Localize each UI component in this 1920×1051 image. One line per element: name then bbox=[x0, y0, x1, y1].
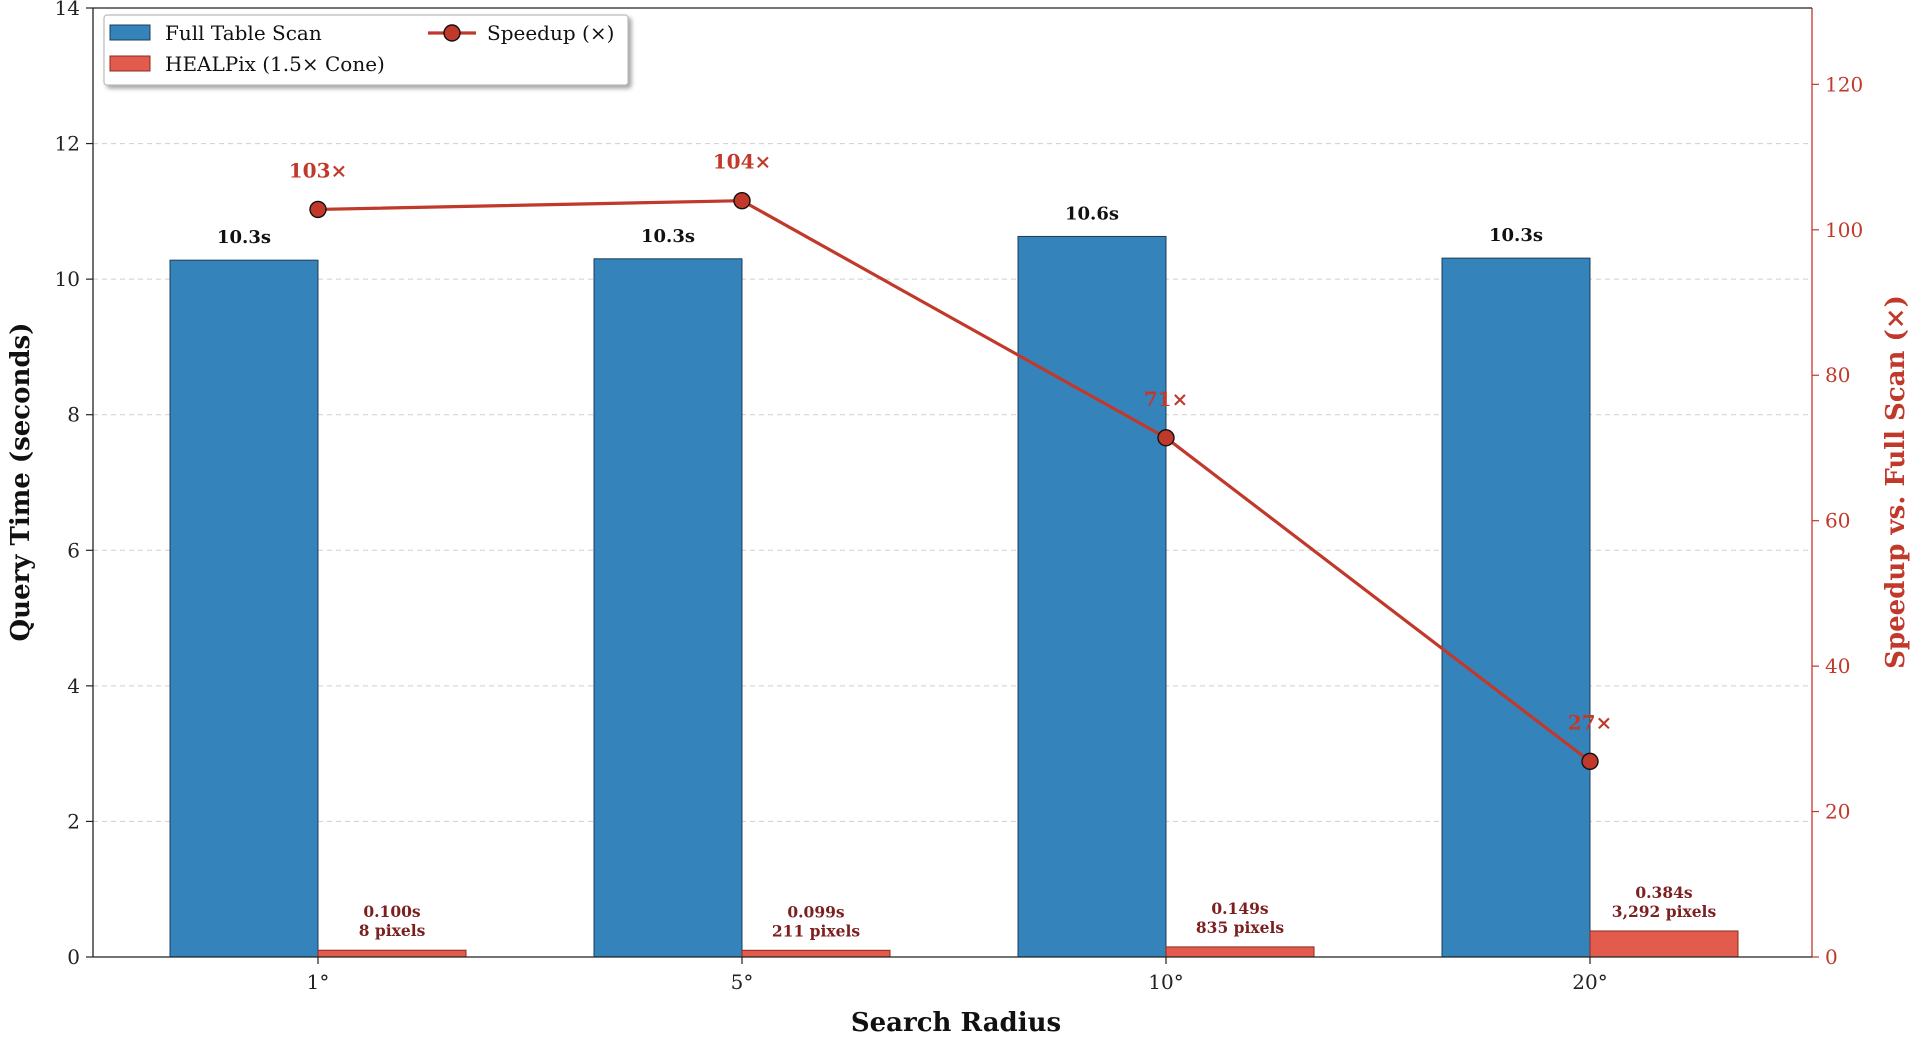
axes: 0 2 4 6 8 10 12 14 0 20 40 60 80 100 120 1° 5° 10° 20° Sear… bbox=[6, 0, 1911, 1038]
y-tick-label: 8 bbox=[67, 403, 80, 427]
legend-swatch-speedup-marker bbox=[443, 24, 461, 42]
healpix-value-label: 0.100s bbox=[363, 902, 421, 921]
speedup-value-label: 71× bbox=[1144, 387, 1189, 411]
speedup-value-label: 104× bbox=[713, 150, 772, 174]
y-axis-title: Query Time (seconds) bbox=[6, 323, 36, 642]
y-right-tick-label: 120 bbox=[1825, 72, 1863, 96]
x-tick-label: 20° bbox=[1572, 970, 1607, 994]
y-tick-label: 10 bbox=[55, 267, 80, 291]
healpix-pixels-label: 835 pixels bbox=[1196, 918, 1284, 937]
speedup-line bbox=[317, 199, 1591, 763]
full-scan-value-label: 10.6s bbox=[1065, 203, 1119, 224]
y-right-tick-label: 80 bbox=[1825, 363, 1850, 387]
legend-label-healpix: HEALPix (1.5× Cone) bbox=[165, 52, 385, 76]
full-scan-bar bbox=[1441, 257, 1591, 958]
x-tick-label: 10° bbox=[1148, 970, 1183, 994]
y-right-tick-label: 40 bbox=[1825, 654, 1850, 678]
healpix-bar bbox=[1589, 930, 1739, 958]
healpix-pixels-label: 8 pixels bbox=[359, 921, 426, 940]
y-tick-label: 14 bbox=[55, 0, 80, 20]
full-scan-bar bbox=[169, 259, 319, 958]
y-tick-label: 0 bbox=[67, 945, 80, 969]
speedup-point bbox=[1157, 429, 1175, 447]
healpix-bar bbox=[317, 949, 467, 958]
healpix-value-label: 0.384s bbox=[1635, 883, 1693, 902]
y-tick-label: 4 bbox=[67, 674, 80, 698]
y-tick-label: 12 bbox=[55, 132, 80, 156]
full-scan-value-label: 10.3s bbox=[641, 226, 695, 247]
bars-layer bbox=[169, 235, 1739, 958]
healpix-bar bbox=[741, 949, 891, 958]
legend: Full Table Scan HEALPix (1.5× Cone) Speedu… bbox=[103, 14, 629, 86]
healpix-value-label: 0.149s bbox=[1211, 899, 1269, 918]
x-axis-title: Search Radius bbox=[851, 1008, 1061, 1038]
legend-label-full-scan: Full Table Scan bbox=[165, 21, 322, 45]
healpix-value-label: 0.099s bbox=[787, 902, 845, 921]
y-tick-label: 6 bbox=[67, 538, 80, 562]
x-tick-label: 5° bbox=[731, 970, 754, 994]
speedup-value-label: 27× bbox=[1568, 710, 1613, 734]
y-right-axis-title: Speedup vs. Full Scan (×) bbox=[1881, 295, 1911, 669]
speedup-line-layer bbox=[309, 192, 1599, 771]
speedup-point bbox=[1581, 752, 1599, 771]
speedup-point bbox=[309, 200, 327, 219]
healpix-pixels-label: 211 pixels bbox=[772, 921, 860, 940]
legend-swatch-healpix bbox=[109, 55, 151, 72]
full-scan-bar bbox=[1017, 235, 1167, 958]
full-scan-value-label: 10.3s bbox=[1489, 225, 1543, 246]
speedup-value-label: 103× bbox=[289, 158, 348, 182]
healpix-pixels-label: 3,292 pixels bbox=[1612, 902, 1717, 921]
legend-label-speedup: Speedup (×) bbox=[487, 21, 614, 45]
y-right-tick-label: 60 bbox=[1825, 509, 1850, 533]
y-tick-label: 2 bbox=[67, 809, 80, 833]
y-right-tick-label: 20 bbox=[1825, 800, 1850, 824]
speedup-point bbox=[733, 192, 751, 210]
full-scan-value-label: 10.3s bbox=[217, 227, 271, 248]
y-right-tick-label: 100 bbox=[1825, 218, 1863, 242]
healpix-bar bbox=[1165, 946, 1315, 958]
full-scan-bar bbox=[593, 258, 743, 958]
x-tick-label: 1° bbox=[307, 970, 330, 994]
y-right-tick-label: 0 bbox=[1825, 945, 1838, 969]
legend-box bbox=[103, 14, 629, 86]
legend-swatch-full-scan bbox=[109, 24, 151, 41]
